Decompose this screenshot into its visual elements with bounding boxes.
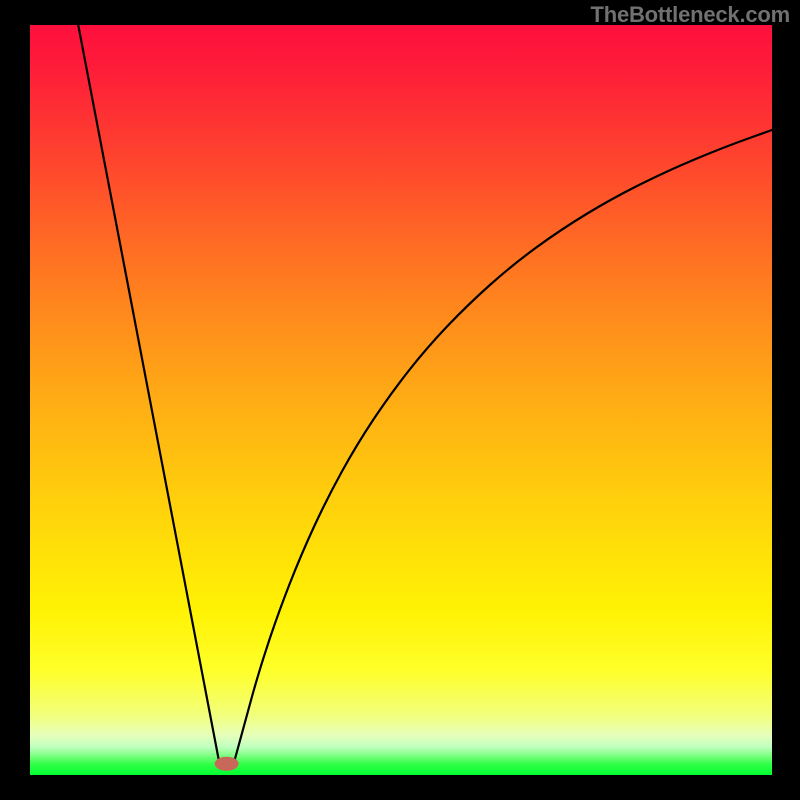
watermark-text: TheBottleneck.com <box>590 2 790 28</box>
chart-container: TheBottleneck.com <box>0 0 800 800</box>
gradient-background <box>30 25 772 775</box>
minimum-marker <box>215 757 239 771</box>
chart-svg <box>0 0 800 800</box>
